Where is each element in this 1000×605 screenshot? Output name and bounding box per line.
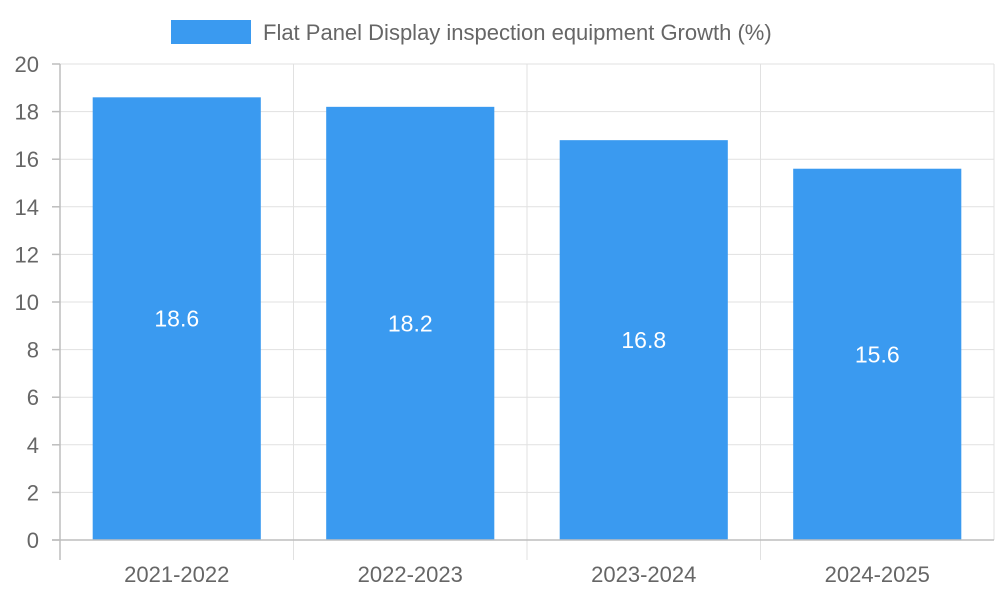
y-tick-label: 2 (27, 480, 39, 505)
y-tick-label: 0 (27, 528, 39, 553)
y-tick-label: 18 (15, 100, 39, 125)
x-tick-label: 2021-2022 (124, 562, 229, 587)
y-tick-label: 14 (15, 195, 39, 220)
legend-swatch (171, 20, 251, 44)
y-tick-label: 12 (15, 242, 39, 267)
bar-value-label: 18.6 (154, 306, 199, 332)
bar-value-label: 15.6 (855, 341, 900, 367)
legend-label: Flat Panel Display inspection equipment … (263, 20, 772, 45)
bar-value-label: 16.8 (621, 327, 666, 353)
y-tick-label: 20 (15, 52, 39, 77)
y-tick-label: 10 (15, 290, 39, 315)
x-tick-label: 2022-2023 (358, 562, 463, 587)
bar[interactable] (559, 140, 728, 540)
y-tick-label: 16 (15, 147, 39, 172)
bar[interactable] (326, 106, 495, 540)
x-tick-label: 2023-2024 (591, 562, 696, 587)
y-tick-label: 8 (27, 338, 39, 363)
legend[interactable]: Flat Panel Display inspection equipment … (171, 20, 772, 45)
bar[interactable] (793, 168, 962, 540)
axes (52, 64, 994, 560)
y-tick-label: 6 (27, 385, 39, 410)
y-axis-ticks: 0 2 4 6 8 10 12 14 16 18 20 (15, 52, 60, 553)
x-axis-ticks: 2021-2022 2022-2023 2023-2024 2024-2025 (124, 562, 930, 587)
bar[interactable] (92, 97, 261, 540)
bar-value-label: 18.2 (388, 310, 433, 336)
x-tick-label: 2024-2025 (825, 562, 930, 587)
y-tick-label: 4 (27, 433, 39, 458)
bars: 18.6 18.2 16.8 15.6 (92, 97, 962, 540)
